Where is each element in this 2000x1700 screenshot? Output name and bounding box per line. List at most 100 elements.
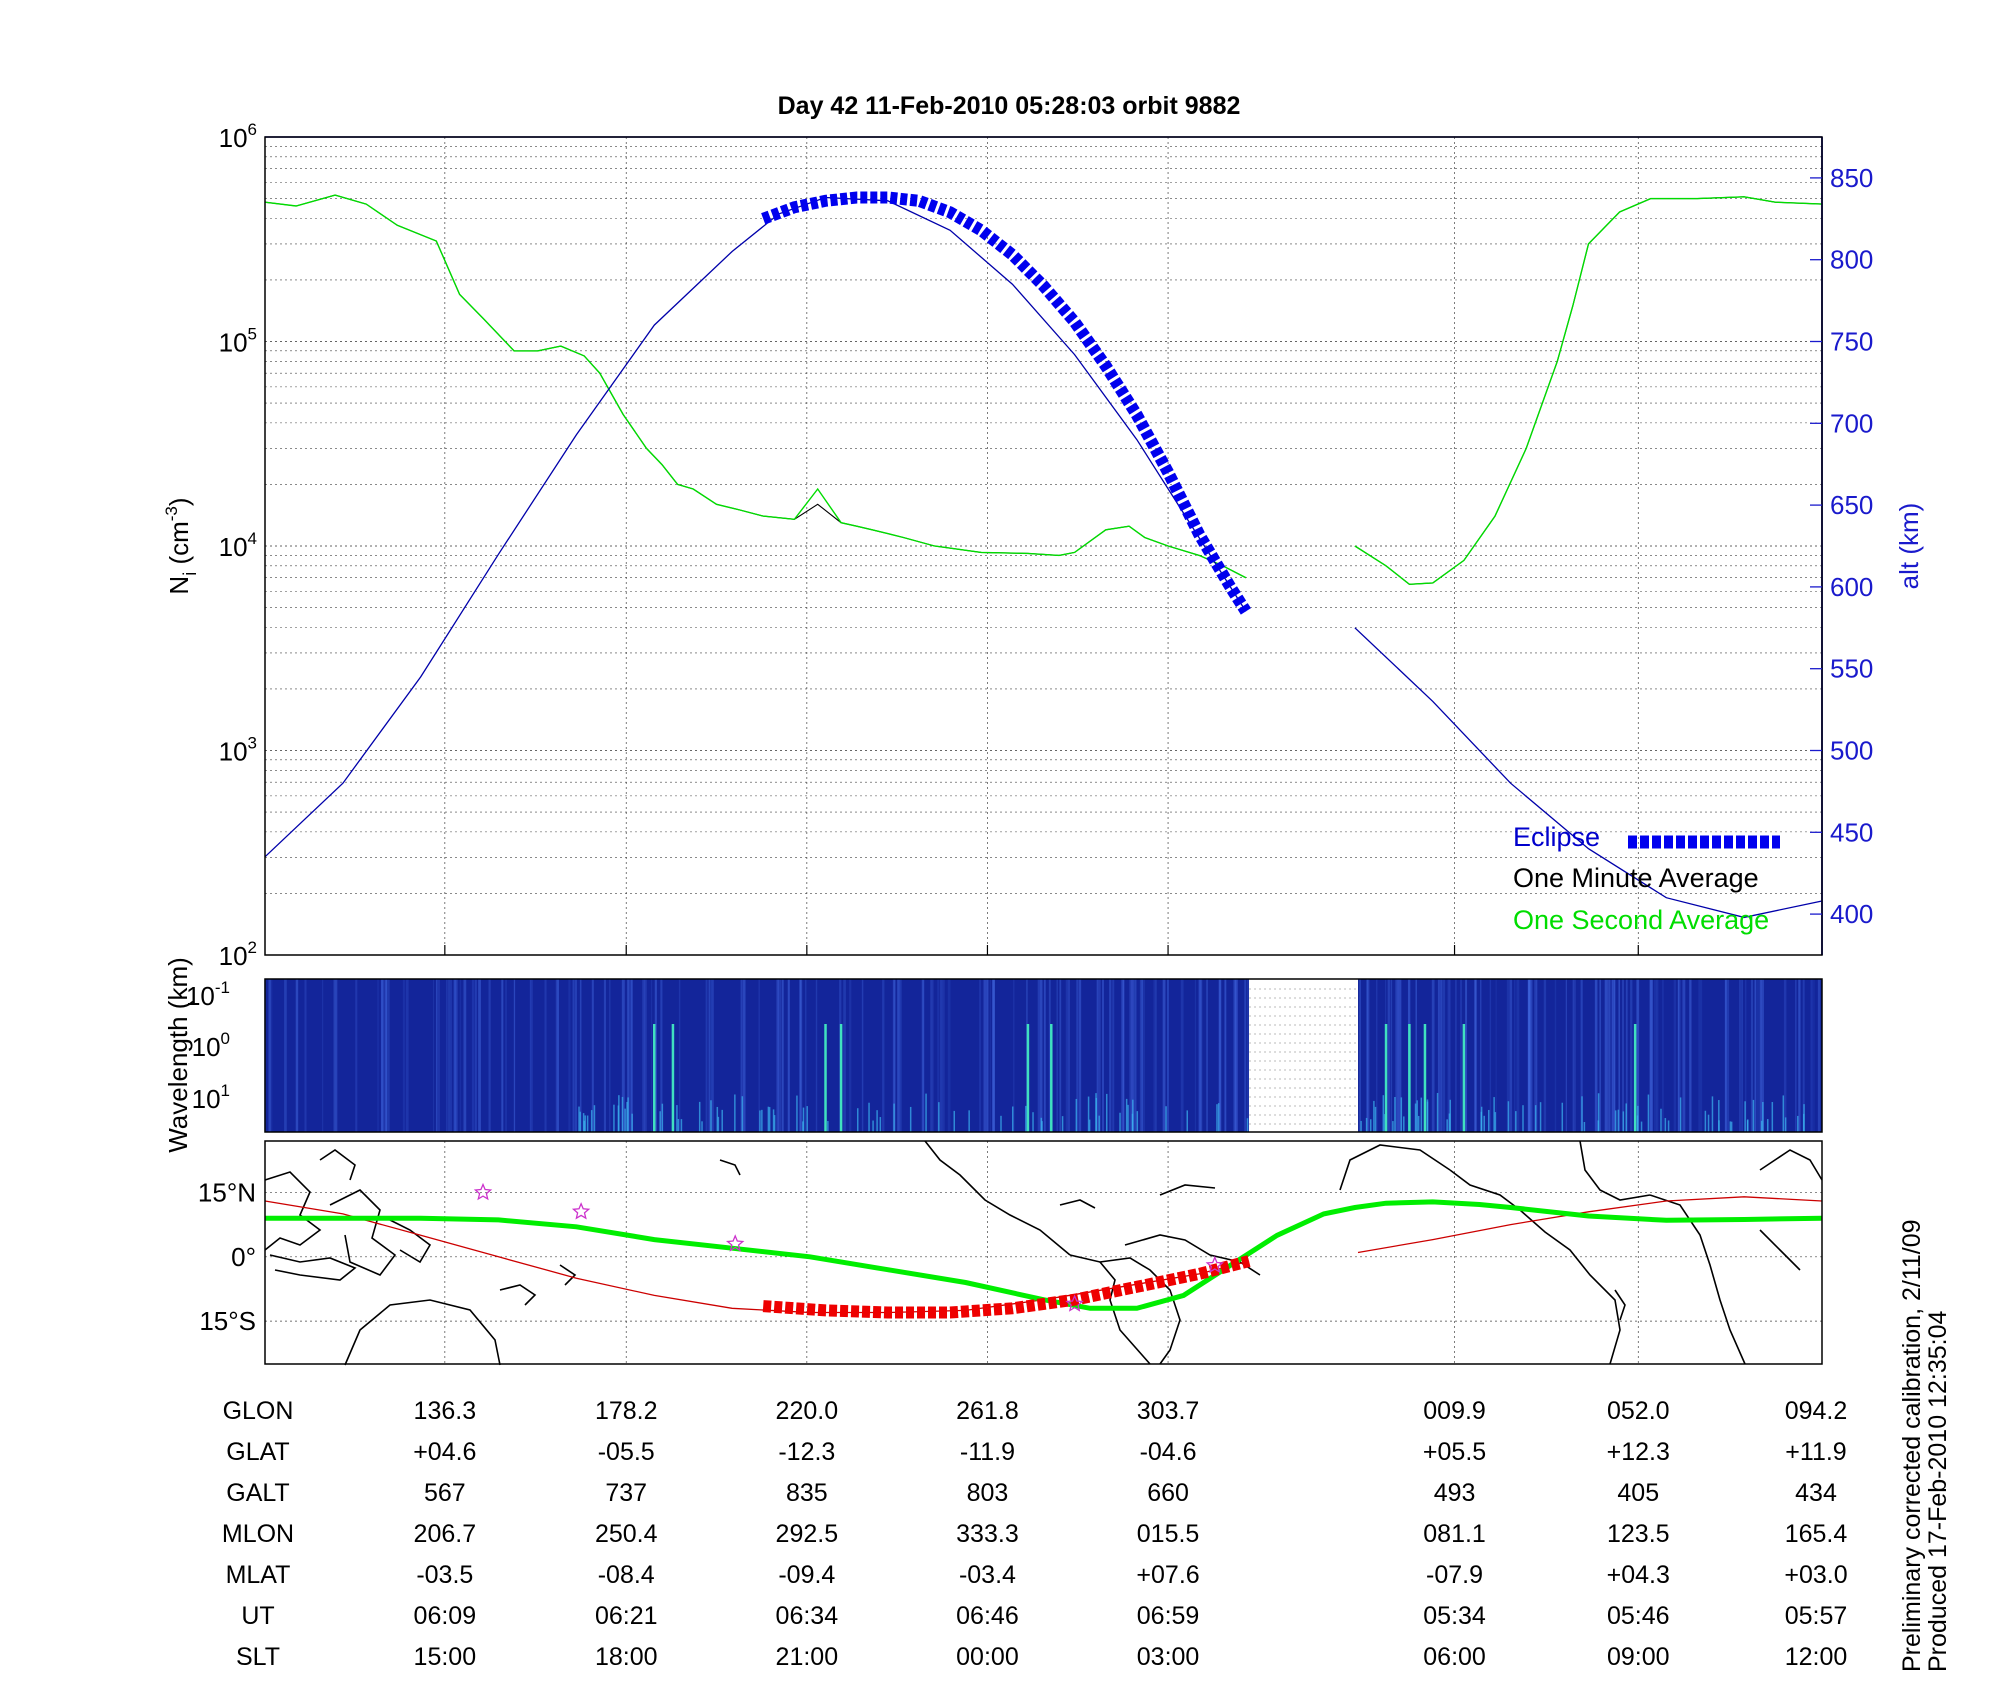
table-cell: 660 — [1147, 1479, 1189, 1507]
station-star-icon — [473, 1182, 493, 1201]
table-cell: -05.5 — [598, 1438, 655, 1466]
table-cell: 803 — [967, 1479, 1009, 1507]
series-line — [264, 194, 1247, 579]
table-cell: 737 — [605, 1479, 647, 1507]
table-cell: 434 — [1795, 1479, 1837, 1507]
y2-tick-label: 850 — [1830, 163, 1873, 193]
table-cell: -09.4 — [778, 1561, 835, 1589]
table-cell: 009.9 — [1423, 1397, 1486, 1425]
coastline — [1449, 1169, 1521, 1211]
table-cell: +11.9 — [1785, 1438, 1846, 1466]
table-cell: 06:09 — [414, 1602, 477, 1630]
y-tick-label: 104 — [219, 529, 257, 562]
table-cell: -07.9 — [1426, 1561, 1483, 1589]
table-cell: +03.0 — [1784, 1561, 1847, 1589]
table-cell: 03:00 — [1137, 1643, 1200, 1671]
coastline — [1339, 1144, 1451, 1191]
table-row-label: GLON — [223, 1397, 294, 1425]
table-cell: +04.6 — [413, 1438, 476, 1466]
table-cell: 405 — [1617, 1479, 1659, 1507]
table-cell: -04.6 — [1140, 1438, 1197, 1466]
y-axis-label: Ni (cm-3) — [162, 497, 200, 594]
coastline — [269, 1254, 357, 1281]
table-cell: 094.2 — [1785, 1397, 1848, 1425]
legend-label: Eclipse — [1513, 822, 1600, 852]
coastline — [924, 1140, 1071, 1256]
magnetic-equator — [265, 1199, 1823, 1311]
table-cell: 06:34 — [776, 1602, 839, 1630]
y2-tick-label: 500 — [1830, 736, 1873, 766]
table-cell: 05:57 — [1785, 1602, 1848, 1630]
table-cell: 303.7 — [1137, 1397, 1200, 1425]
table-cell: 015.5 — [1137, 1520, 1200, 1548]
table-cell: 09:00 — [1607, 1643, 1670, 1671]
table-cell: 835 — [786, 1479, 828, 1507]
y-tick-label: 105 — [219, 325, 257, 358]
coastline — [319, 1149, 356, 1181]
density-panel-frame — [264, 136, 1823, 956]
table-cell: +12.3 — [1607, 1438, 1670, 1466]
chart-title: Day 42 11-Feb-2010 05:28:03 orbit 9882 — [778, 92, 1241, 120]
table-cell: 493 — [1434, 1479, 1476, 1507]
table-cell: 165.4 — [1785, 1520, 1848, 1548]
table-cell: 206.7 — [414, 1520, 477, 1548]
ground-track-map: 15°N 0° 15°S — [198, 1140, 1823, 1366]
footnote-produced: Produced 17-Feb-2010 12:35:04 — [1924, 1311, 1952, 1672]
series-line — [264, 196, 1247, 858]
table-cell: 333.3 — [956, 1520, 1019, 1548]
wavelength-axis-label: Wavelength (km) — [163, 957, 193, 1153]
table-cell: 220.0 — [776, 1397, 839, 1425]
station-star-icon — [725, 1234, 745, 1252]
y2-tick-label: 450 — [1830, 817, 1873, 847]
spectrogram-frame — [264, 978, 1823, 1133]
coastline — [1579, 1140, 1651, 1201]
coastline — [1519, 1209, 1621, 1365]
table-cell: 00:00 — [956, 1643, 1019, 1671]
table-cell: +04.3 — [1607, 1561, 1670, 1589]
table-cell: 567 — [424, 1479, 466, 1507]
table-cell: 250.4 — [595, 1520, 658, 1548]
table-cell: 21:00 — [776, 1643, 839, 1671]
table-row-label: GALT — [226, 1479, 289, 1507]
table-cell: 292.5 — [776, 1520, 839, 1548]
coastline — [499, 1284, 537, 1306]
table-row-label: GLAT — [226, 1438, 289, 1466]
coastline — [344, 1299, 501, 1366]
y-tick-label: 102 — [219, 938, 257, 971]
density-panel-ticks: 102 103 104 105 106 400 450 500 550 600 650 700 750 8… — [162, 120, 1924, 971]
table-cell: 123.5 — [1607, 1520, 1670, 1548]
spectrogram-background — [265, 979, 1822, 1132]
table-cell: -12.3 — [778, 1438, 835, 1466]
table-row-label: SLT — [236, 1643, 280, 1671]
table-cell: 12:00 — [1785, 1643, 1848, 1671]
table-cell: 06:59 — [1137, 1602, 1200, 1630]
table-cell: +07.6 — [1136, 1561, 1199, 1589]
coastline — [1099, 1261, 1151, 1365]
latitude-tick-label: 15°N — [198, 1177, 256, 1207]
coastline — [719, 1159, 741, 1176]
y2-tick-label: 550 — [1830, 654, 1873, 684]
y-tick-label: 103 — [219, 734, 257, 767]
wavelength-tick-label: 101 — [192, 1081, 230, 1114]
coastline — [1059, 1199, 1096, 1209]
wavelength-tick-label: 100 — [192, 1029, 230, 1062]
spectrogram-data-gap — [1249, 979, 1359, 1132]
table-cell: 06:21 — [595, 1602, 658, 1630]
station-star-icon — [571, 1202, 591, 1220]
series-line — [1354, 627, 1823, 919]
table-cell: 05:46 — [1607, 1602, 1670, 1630]
series-line — [1354, 196, 1823, 586]
coastline — [1159, 1184, 1216, 1196]
latitude-tick-label: 15°S — [199, 1306, 256, 1336]
table-cell: +05.5 — [1423, 1438, 1486, 1466]
table-cell: 15:00 — [414, 1643, 477, 1671]
series-line — [264, 194, 1247, 579]
table-cell: 261.8 — [956, 1397, 1019, 1425]
coastline — [329, 1189, 397, 1276]
y-tick-label: 106 — [219, 120, 257, 153]
coastline — [264, 1171, 322, 1251]
y2-tick-label: 650 — [1830, 490, 1873, 520]
table-cell: 05:34 — [1423, 1602, 1486, 1630]
